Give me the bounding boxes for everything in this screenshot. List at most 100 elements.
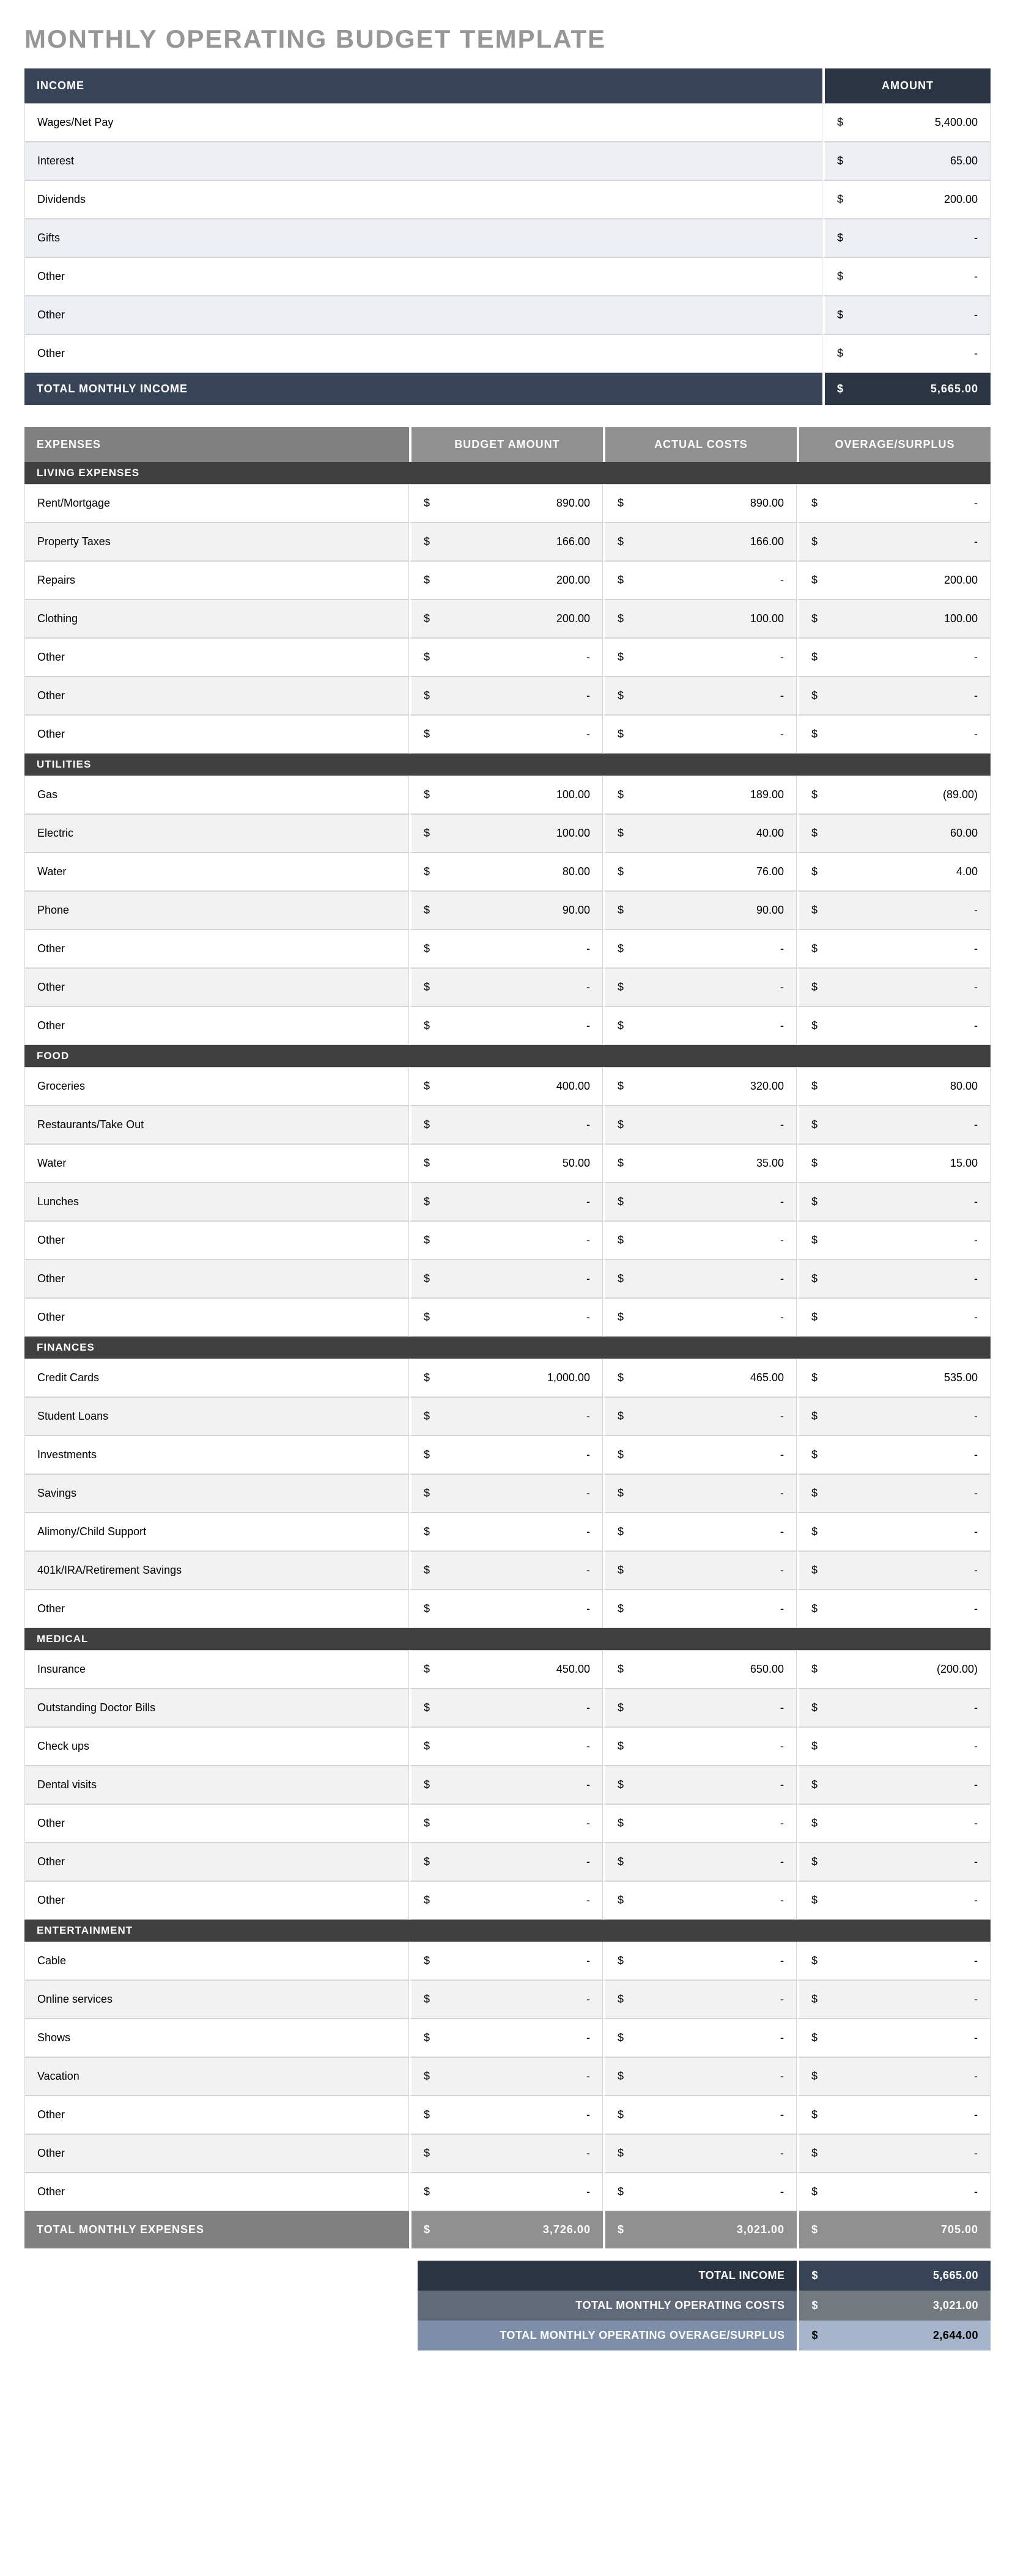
expense-row-overage-currency: $ [797, 1298, 830, 1337]
expense-row-label: Cable [24, 1942, 409, 1980]
summary-costs-currency: $ [797, 2291, 830, 2321]
expense-category-label: MEDICAL [24, 1628, 991, 1650]
expense-row-overage-value: - [830, 484, 991, 523]
expense-row-budget-value: - [443, 1436, 603, 1474]
expense-category-row: MEDICAL [24, 1628, 991, 1650]
expense-row-budget-currency: $ [409, 1881, 443, 1920]
expense-row-overage-value: 535.00 [830, 1359, 991, 1397]
expense-row-actual-value: 166.00 [637, 523, 797, 561]
expense-row-overage-value: - [830, 1980, 991, 2019]
expense-row: Student Loans$-$-$- [24, 1397, 991, 1436]
expense-row-overage-currency: $ [797, 2019, 830, 2057]
expenses-header-row: EXPENSES BUDGET AMOUNT ACTUAL COSTS OVER… [24, 427, 991, 462]
expense-row-actual-currency: $ [603, 1727, 637, 1766]
expense-row-budget-currency: $ [409, 2173, 443, 2211]
expense-row-label: Other [24, 1007, 409, 1045]
expense-row-actual-value: - [637, 1689, 797, 1727]
expense-row-actual-currency: $ [603, 600, 637, 638]
expense-row-budget-value: - [443, 1689, 603, 1727]
expense-row-actual-currency: $ [603, 1298, 637, 1337]
summary-income-value: 5,665.00 [830, 2261, 991, 2291]
expense-row-label: Investments [24, 1436, 409, 1474]
expense-row-overage-value: - [830, 2019, 991, 2057]
expense-row-label: Other [24, 1804, 409, 1843]
expense-row-overage-currency: $ [797, 891, 830, 930]
expense-category-row: UTILITIES [24, 754, 991, 776]
expense-row-label: Other [24, 968, 409, 1007]
expense-row-budget-value: - [443, 1980, 603, 2019]
expense-row-label: Rent/Mortgage [24, 484, 409, 523]
expense-row-actual-value: - [637, 1183, 797, 1221]
expense-row-actual-currency: $ [603, 2134, 637, 2173]
expense-row-label: Groceries [24, 1067, 409, 1106]
expense-row-overage-value: - [830, 1298, 991, 1337]
expense-row-actual-value: - [637, 638, 797, 677]
income-row-value: - [856, 296, 991, 334]
expense-row-budget-currency: $ [409, 1689, 443, 1727]
expense-category-row: ENTERTAINMENT [24, 1920, 991, 1942]
expense-row: Other$-$-$- [24, 2096, 991, 2134]
expenses-total-label: TOTAL MONTHLY EXPENSES [24, 2211, 409, 2248]
expense-row-actual-value: - [637, 1590, 797, 1628]
expense-row-actual-currency: $ [603, 1766, 637, 1804]
expense-row-actual-currency: $ [603, 1650, 637, 1689]
income-row-label: Gifts [24, 219, 822, 257]
income-row-label: Dividends [24, 180, 822, 219]
expense-row-budget-value: 200.00 [443, 561, 603, 600]
expense-row-overage-value: - [830, 891, 991, 930]
expense-category-row: LIVING EXPENSES [24, 462, 991, 484]
expense-row-budget-value: - [443, 2134, 603, 2173]
expense-row-budget-currency: $ [409, 1397, 443, 1436]
expense-row-overage-value: - [830, 1551, 991, 1590]
expense-row-budget-currency: $ [409, 1650, 443, 1689]
expense-row: Other$-$-$- [24, 2173, 991, 2211]
expense-row-overage-currency: $ [797, 2134, 830, 2173]
expense-row-label: Other [24, 2173, 409, 2211]
expense-row-actual-currency: $ [603, 1474, 637, 1513]
expense-row-actual-currency: $ [603, 1980, 637, 2019]
expense-row-overage-currency: $ [797, 1942, 830, 1980]
expense-category-label: FOOD [24, 1045, 991, 1067]
summary-row-costs: TOTAL MONTHLY OPERATING COSTS $ 3,021.00 [418, 2291, 991, 2321]
income-header-amount: AMOUNT [822, 68, 991, 103]
expense-row-label: Clothing [24, 600, 409, 638]
expense-row-budget-value: - [443, 1551, 603, 1590]
expense-row-actual-currency: $ [603, 2019, 637, 2057]
expense-category-label: FINANCES [24, 1337, 991, 1359]
expense-row-budget-value: 166.00 [443, 523, 603, 561]
expense-row: Gas$100.00$189.00$(89.00) [24, 776, 991, 814]
expense-row-budget-currency: $ [409, 1804, 443, 1843]
expense-row-actual-currency: $ [603, 891, 637, 930]
expense-row: 401k/IRA/Retirement Savings$-$-$- [24, 1551, 991, 1590]
summary-surplus-label: TOTAL MONTHLY OPERATING OVERAGE/SURPLUS [418, 2321, 797, 2350]
expense-row-actual-value: - [637, 1260, 797, 1298]
income-header-row: INCOME AMOUNT [24, 68, 991, 103]
expense-row-actual-value: - [637, 1727, 797, 1766]
expense-row: Insurance$450.00$650.00$(200.00) [24, 1650, 991, 1689]
expenses-total-budget-value: 3,726.00 [443, 2211, 603, 2248]
expense-row: Cable$-$-$- [24, 1942, 991, 1980]
expenses-header-overage: OVERAGE/SURPLUS [797, 427, 991, 462]
expense-row-label: Electric [24, 814, 409, 853]
expense-row-budget-currency: $ [409, 484, 443, 523]
income-row-currency: $ [822, 180, 856, 219]
expense-row-budget-currency: $ [409, 1766, 443, 1804]
expense-row-budget-value: - [443, 1590, 603, 1628]
expense-row-budget-value: - [443, 1843, 603, 1881]
expenses-total-budget-currency: $ [409, 2211, 443, 2248]
expense-row-actual-currency: $ [603, 1881, 637, 1920]
expense-row-label: Outstanding Doctor Bills [24, 1689, 409, 1727]
expense-row-budget-value: 400.00 [443, 1067, 603, 1106]
expense-row-actual-value: 650.00 [637, 1650, 797, 1689]
expense-row-actual-value: - [637, 2096, 797, 2134]
expense-row-actual-currency: $ [603, 1689, 637, 1727]
income-row: Other$- [24, 257, 991, 296]
expense-row-overage-currency: $ [797, 1551, 830, 1590]
expense-row-overage-value: (89.00) [830, 776, 991, 814]
income-total-value: 5,665.00 [856, 373, 991, 405]
expense-row-label: Other [24, 1221, 409, 1260]
expense-row-budget-currency: $ [409, 1359, 443, 1397]
income-row-value: 5,400.00 [856, 103, 991, 142]
income-row-value: - [856, 334, 991, 373]
expense-row-actual-value: - [637, 1007, 797, 1045]
